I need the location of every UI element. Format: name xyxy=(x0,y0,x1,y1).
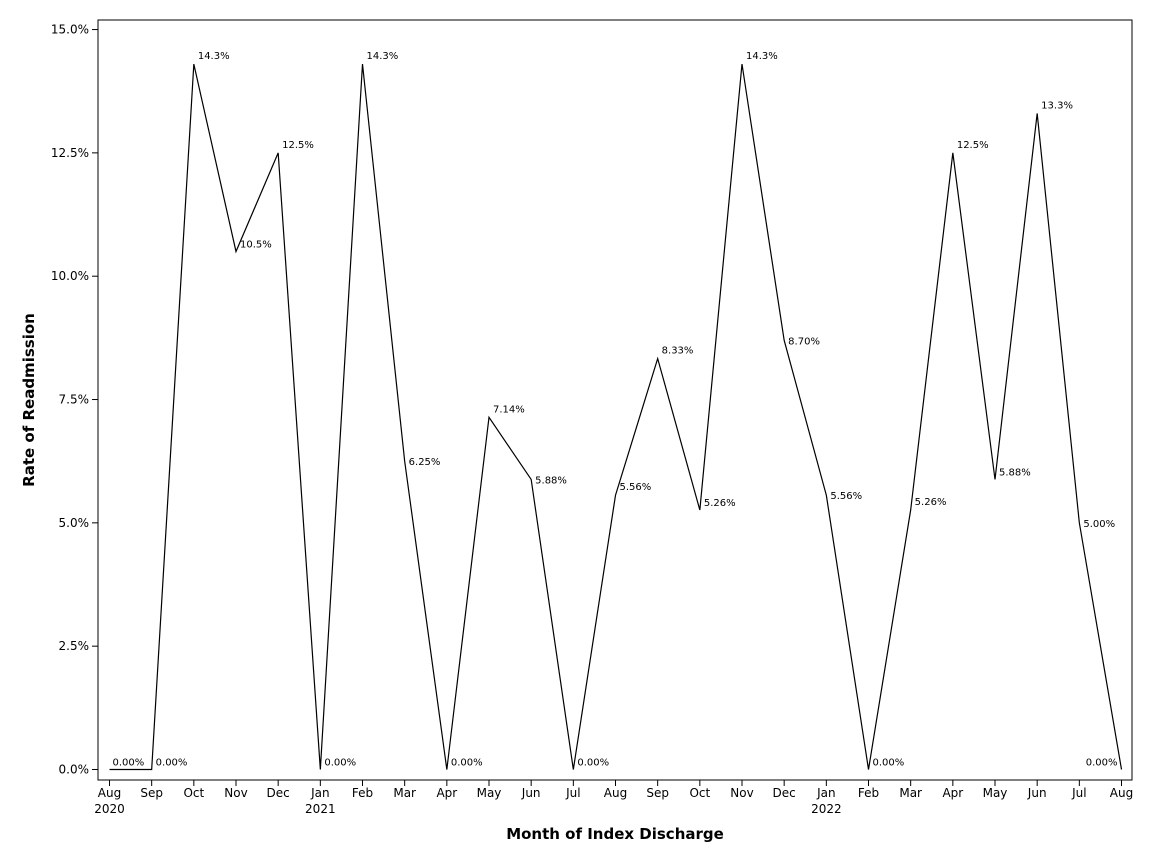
x-tick-label: Feb xyxy=(352,786,373,800)
y-tick-label: 10.0% xyxy=(51,269,89,283)
x-tick-label: Feb xyxy=(858,786,879,800)
x-tick-label: Oct xyxy=(183,786,204,800)
data-label: 8.33% xyxy=(662,346,694,357)
x-tick-label: Dec xyxy=(773,786,796,800)
x-tick-label: Jan xyxy=(310,786,330,800)
x-tick-label: Jul xyxy=(565,786,580,800)
x-tick-label: Sep xyxy=(140,786,163,800)
data-label: 5.26% xyxy=(704,498,736,509)
data-label: 0.00% xyxy=(577,758,609,769)
data-label: 0.00% xyxy=(1086,758,1118,769)
x-tick-label: Jul xyxy=(1071,786,1086,800)
x-tick-label: Apr xyxy=(942,786,963,800)
data-label: 5.56% xyxy=(830,491,862,502)
data-label: 14.3% xyxy=(746,51,778,62)
data-label: 0.00% xyxy=(873,758,905,769)
x-tick-label: Dec xyxy=(267,786,290,800)
x-tick-label: Aug xyxy=(604,786,627,800)
x-tick-label: Jun xyxy=(1027,786,1047,800)
x-tick-label: Oct xyxy=(689,786,710,800)
x-tick-label: Nov xyxy=(224,786,247,800)
data-label: 0.00% xyxy=(113,758,145,769)
data-label: 12.5% xyxy=(282,140,314,151)
data-label: 6.25% xyxy=(409,457,441,468)
data-label: 5.88% xyxy=(999,467,1031,478)
x-tick-label: Mar xyxy=(393,786,416,800)
y-tick-label: 0.0% xyxy=(59,763,90,777)
x-tick-label: May xyxy=(983,786,1008,800)
data-label: 14.3% xyxy=(367,51,399,62)
data-label: 13.3% xyxy=(1041,100,1073,111)
x-axis-title: Month of Index Discharge xyxy=(506,825,724,843)
data-label: 7.14% xyxy=(493,404,525,415)
data-label: 10.5% xyxy=(240,240,272,251)
x-tick-label: Mar xyxy=(899,786,922,800)
x-tick-label: Jun xyxy=(521,786,541,800)
y-tick-label: 15.0% xyxy=(51,23,89,37)
x-tick-label: May xyxy=(477,786,502,800)
data-label: 0.00% xyxy=(324,758,356,769)
y-tick-label: 7.5% xyxy=(59,393,90,407)
x-year-label: 2021 xyxy=(305,802,336,816)
y-axis: 0.0% 2.5% 5.0% 7.5% 10.0% 12.5% 15.0% xyxy=(51,23,98,777)
y-tick-label: 5.0% xyxy=(59,516,90,530)
data-label: 0.00% xyxy=(156,758,188,769)
y-axis-title: Rate of Readmission xyxy=(20,313,38,487)
data-labels: 0.00% 0.00% 14.3% 10.5% 12.5% 0.00% 14.3% 6.25%… xyxy=(113,51,1118,768)
x-tick-label: Aug xyxy=(98,786,121,800)
x-tick-label: Aug xyxy=(1110,786,1133,800)
x-axis: Aug 2020 Sep Oct Nov Dec Jan 2021 Feb Mar Apr May Ju… xyxy=(94,780,1133,816)
data-label: 5.00% xyxy=(1083,519,1115,530)
x-tick-label: Apr xyxy=(436,786,457,800)
x-tick-label: Jan xyxy=(816,786,836,800)
plot-frame xyxy=(97,19,1133,781)
data-label: 14.3% xyxy=(198,51,230,62)
data-label: 5.26% xyxy=(915,497,947,508)
data-label: 0.00% xyxy=(451,758,483,769)
x-year-label: 2020 xyxy=(94,802,125,816)
y-tick-label: 12.5% xyxy=(51,146,89,160)
x-tick-label: Sep xyxy=(646,786,669,800)
data-label: 12.5% xyxy=(957,140,989,151)
data-label: 5.88% xyxy=(535,475,567,486)
x-year-label: 2022 xyxy=(811,802,842,816)
series-line xyxy=(109,63,1123,771)
y-tick-label: 2.5% xyxy=(59,639,90,653)
data-label: 8.70% xyxy=(788,336,820,347)
series-group xyxy=(109,63,1123,771)
data-label: 5.56% xyxy=(620,482,652,493)
x-tick-label: Nov xyxy=(730,786,753,800)
